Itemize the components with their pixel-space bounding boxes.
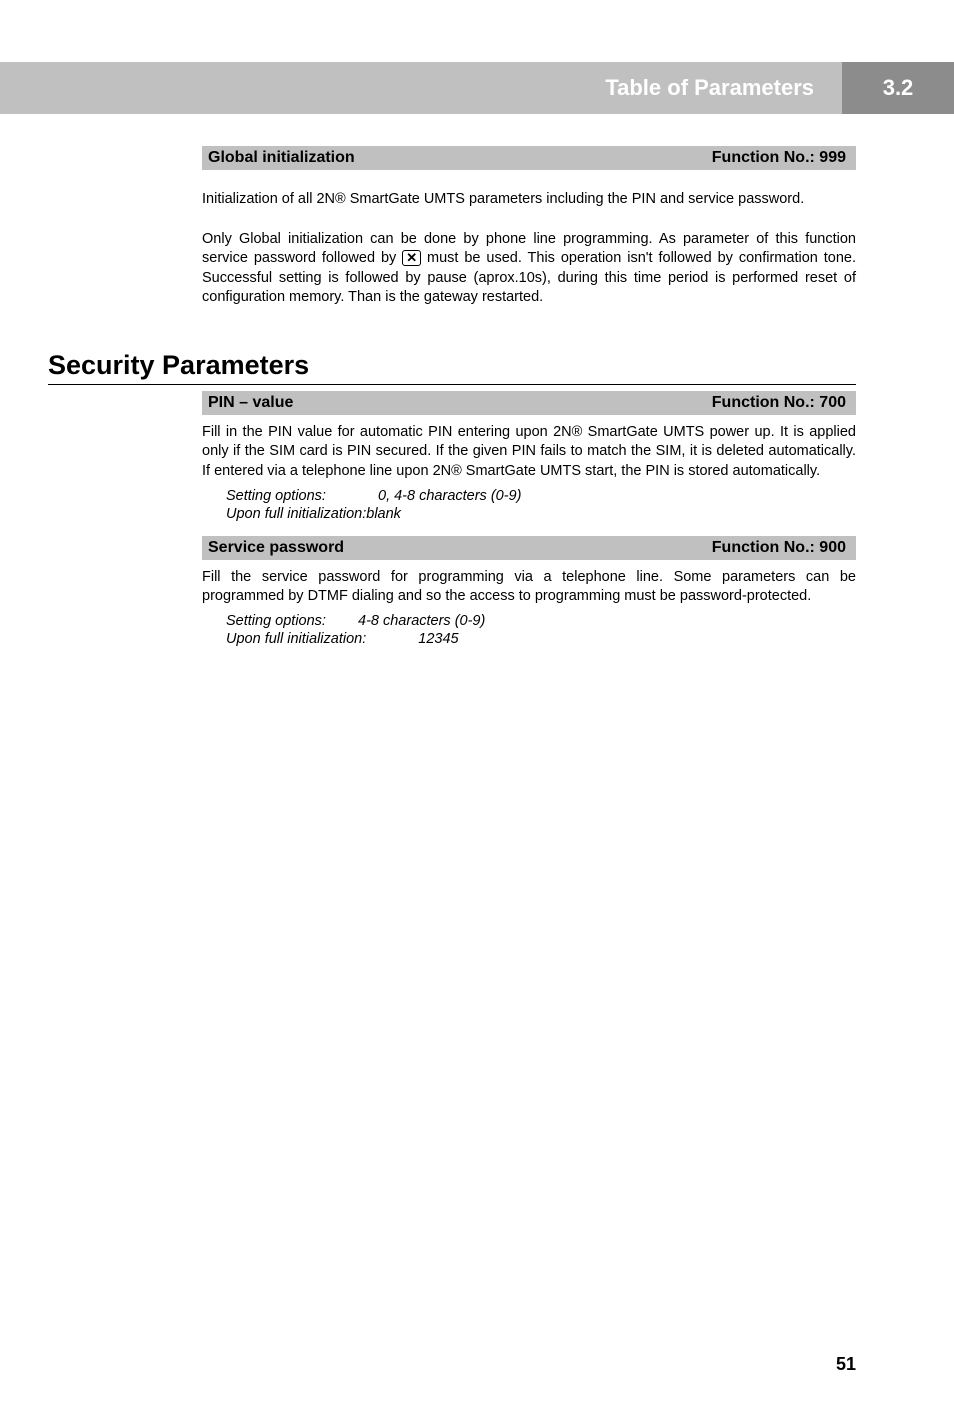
section-bar-pin: PIN – value Function No.: 700 <box>202 391 856 415</box>
service-pw-para: Fill the service password for programmin… <box>202 568 856 607</box>
global-init-para2: Only Global initialization can be done b… <box>202 230 856 308</box>
service-pw-setting-options: Setting options: 4-8 characters (0-9) <box>226 613 856 629</box>
init-label: Upon full initialization: <box>226 506 366 522</box>
function-number: Function No.: 700 <box>712 394 846 412</box>
pin-init-value: Upon full initialization:blank <box>226 506 856 522</box>
header-section-number: 3.2 <box>883 75 914 101</box>
security-parameters-heading: Security Parameters <box>48 350 856 385</box>
init-value: blank <box>366 506 401 522</box>
section-bar-global-init: Global initialization Function No.: 999 <box>202 146 856 170</box>
init-label: Upon full initialization: <box>226 631 366 647</box>
header-title: Table of Parameters <box>605 75 814 101</box>
page-number: 51 <box>836 1354 856 1375</box>
global-init-para1: Initialization of all 2N® SmartGate UMTS… <box>202 190 856 210</box>
pin-para: Fill in the PIN value for automatic PIN … <box>202 423 856 482</box>
service-pw-init-value: Upon full initialization: 12345 <box>226 631 856 647</box>
header-spacer <box>0 62 48 114</box>
page-header: Table of Parameters 3.2 <box>0 62 954 114</box>
header-section-number-box: 3.2 <box>842 62 954 114</box>
setting-value: 0, 4-8 characters (0-9) <box>378 488 521 504</box>
section-bar-service-password: Service password Function No.: 900 <box>202 536 856 560</box>
section-title: Global initialization <box>208 149 355 167</box>
header-main: Table of Parameters <box>48 62 842 114</box>
setting-value: 4-8 characters (0-9) <box>358 613 485 629</box>
pin-setting-options: Setting options: 0, 4-8 characters (0-9) <box>226 488 856 504</box>
setting-label: Setting options: <box>226 613 326 629</box>
init-value: 12345 <box>418 631 458 647</box>
function-number: Function No.: 999 <box>712 149 846 167</box>
section-title: Service password <box>208 539 344 557</box>
section-title: PIN – value <box>208 394 293 412</box>
star-key-icon: ✕ <box>402 250 421 266</box>
function-number: Function No.: 900 <box>712 539 846 557</box>
setting-label: Setting options: <box>226 488 326 504</box>
